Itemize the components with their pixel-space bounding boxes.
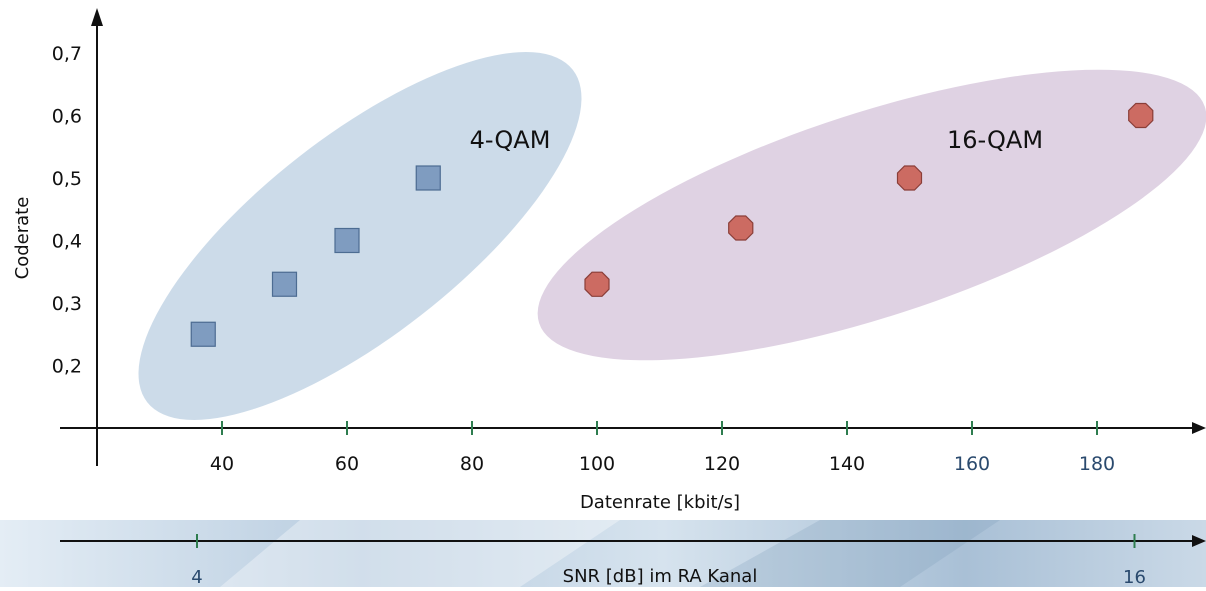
data-points (190, 102, 1154, 347)
tick-labels: 40 60 80 100 120 140 160 180 0,2 0,3 0,4 0,5 0,6 0,7 4… (52, 43, 1146, 588)
x-tick-label: 160 (954, 453, 990, 475)
group-ellipse-16qam (537, 69, 1206, 361)
y-tick-label: 0,5 (52, 168, 82, 190)
x-tick-label: 80 (460, 453, 484, 475)
y-tick-label: 0,7 (52, 43, 82, 65)
secondary-axis-label: SNR [dB] im RA Kanal (563, 566, 758, 587)
x-axis-arrow (1192, 422, 1206, 434)
x-tick-label: 100 (579, 453, 615, 475)
x-axis-label: Datenrate [kbit/s] (580, 492, 740, 513)
group-ellipse-4qam (138, 52, 582, 420)
x-tick-label: 140 (829, 453, 865, 475)
marker-4qam (334, 227, 360, 254)
x-tick-label: 60 (335, 453, 359, 475)
y-tick-label: 0,6 (52, 106, 82, 128)
marker-16qam (728, 215, 754, 241)
x-tick-label: 120 (704, 453, 740, 475)
x-tick-label: 180 (1079, 453, 1115, 475)
y-tick-label: 0,2 (52, 356, 82, 378)
y-tick-label: 0,3 (52, 293, 82, 315)
series-label-4qam: 4-QAM (470, 126, 551, 154)
axes (60, 8, 1206, 548)
series-label-16qam: 16-QAM (947, 126, 1043, 154)
snr-tick-label: 16 (1123, 567, 1146, 587)
marker-16qam (584, 271, 610, 297)
y-axis-label: Coderate (12, 197, 33, 280)
y-tick-label: 0,4 (52, 231, 82, 253)
band-highlight (700, 520, 1000, 587)
snr-tick-label: 4 (191, 567, 202, 587)
snr-axis-arrow (1192, 535, 1206, 547)
bottom-band (0, 520, 1206, 587)
marker-16qam (896, 165, 923, 191)
marker-16qam (1128, 102, 1154, 129)
marker-4qam (190, 321, 216, 347)
x-tick-label: 40 (210, 453, 234, 475)
y-axis-arrow (91, 8, 103, 26)
band-highlight (220, 520, 620, 587)
marker-4qam (415, 165, 441, 191)
marker-4qam (271, 271, 298, 297)
